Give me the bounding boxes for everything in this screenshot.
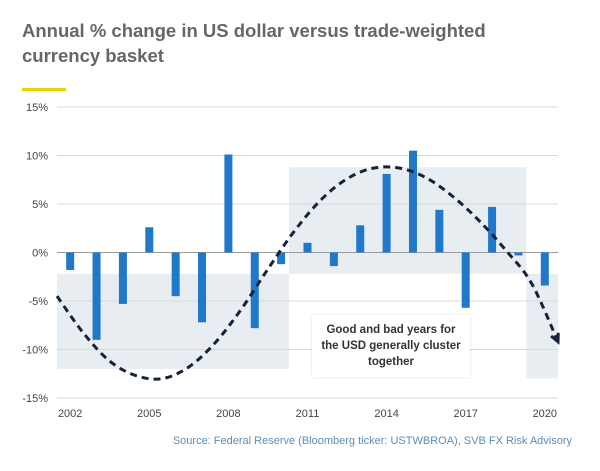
x-tick-label: 2008 [216, 408, 240, 420]
y-tick-label: 15% [26, 102, 48, 114]
bar-2020 [540, 252, 549, 286]
bar-2012 [329, 252, 338, 267]
bar-2009 [250, 252, 259, 329]
x-tick-label: 2014 [374, 408, 398, 420]
bar-2002 [66, 252, 75, 270]
x-tick-label: 2002 [58, 408, 82, 420]
y-tick-label: 0% [32, 248, 48, 260]
bar-2003 [92, 252, 101, 340]
bar-2006 [171, 252, 180, 297]
chart-title: Annual % change in US dollar versus trad… [22, 20, 486, 66]
y-tick-label: -15% [22, 393, 48, 405]
x-tick-label: 2005 [137, 408, 161, 420]
shaded-regions [57, 167, 558, 379]
bar-2019 [514, 252, 523, 256]
y-axis-ticks: 15% 10% 5% 0% -5% -10% -15% [22, 102, 48, 405]
trend-curve-path [55, 165, 560, 381]
x-tick-label: 2020 [533, 408, 557, 420]
bar-2004 [118, 252, 127, 304]
shaded-region-3 [526, 273, 558, 379]
annotation-box: Good and bad years for the USD generally… [312, 315, 470, 377]
bar-2018 [488, 206, 497, 253]
bar-2013 [356, 225, 365, 253]
x-axis-ticks: 2002 2005 2008 2011 2014 2017 2020 [58, 408, 557, 420]
x-tick-label: 2017 [453, 408, 477, 420]
bar-2007 [198, 252, 207, 323]
x-tick-label: 2011 [296, 408, 320, 420]
bars [66, 150, 549, 340]
y-tick-label: 10% [26, 151, 48, 163]
bar-2014 [382, 173, 391, 253]
shaded-region-2 [289, 167, 527, 274]
trend-curve [55, 165, 560, 381]
y-tick-label: -10% [22, 345, 48, 357]
trend-arrow-head [550, 332, 560, 345]
bar-2010 [277, 252, 286, 265]
bar-2015 [408, 150, 417, 253]
source-note: Source: Federal Reserve (Bloomberg ticke… [172, 435, 572, 447]
y-tick-label: 5% [32, 199, 48, 211]
bar-2017 [461, 252, 470, 308]
y-tick-label: -5% [28, 296, 48, 308]
bar-2005 [145, 227, 154, 253]
bar-2016 [435, 209, 444, 253]
bar-2008 [224, 154, 233, 253]
title-accent-line [22, 88, 66, 91]
bar-2011 [303, 242, 312, 253]
